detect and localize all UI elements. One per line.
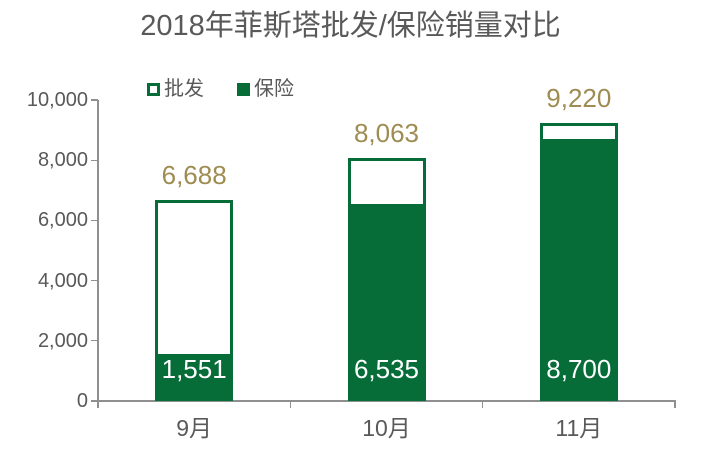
y-axis-label: 8,000 [37, 149, 88, 172]
y-axis-label: 0 [76, 390, 88, 412]
wholesale-value-label: 6,688 [161, 159, 227, 190]
x-axis-tick [97, 401, 99, 408]
y-axis-tick [91, 340, 98, 342]
y-axis-tick [91, 280, 98, 282]
insurance-value-label: 8,700 [546, 354, 612, 384]
x-axis-label: 9月 [176, 415, 213, 441]
legend-label-insurance: 保险 [254, 78, 294, 100]
x-axis-tick [289, 401, 291, 408]
legend-item-insurance[interactable]: 保险 [237, 77, 294, 101]
wholesale-value-label: 8,063 [353, 118, 420, 149]
x-axis-label: 10月 [362, 415, 411, 441]
wholesale-swatch-icon [147, 82, 160, 96]
legend: 批发 保险 [147, 77, 294, 101]
y-axis-label: 10,000 [26, 89, 88, 111]
insurance-bar[interactable] [539, 139, 618, 401]
insurance-value-label: 1,551 [161, 354, 227, 384]
legend-label-wholesale: 批发 [164, 78, 204, 100]
insurance-swatch-icon [237, 82, 250, 96]
y-axis-label: 6,000 [37, 209, 88, 232]
chart-title: 2018年菲斯塔批发/保险销量对比 [140, 10, 561, 42]
x-axis-label: 11月 [555, 415, 603, 441]
y-axis-line [97, 100, 99, 402]
y-axis-tick [91, 159, 98, 161]
wholesale-value-label: 9,220 [546, 83, 612, 114]
x-axis-tick [674, 401, 676, 408]
y-axis-label: 4,000 [37, 269, 88, 292]
y-axis-tick [91, 99, 98, 101]
insurance-value-label: 6,535 [353, 354, 420, 384]
y-axis-tick [91, 219, 98, 221]
insurance-bar[interactable] [347, 204, 426, 401]
insurance-bar[interactable] [155, 354, 234, 401]
y-axis-label: 2,000 [37, 329, 88, 352]
x-axis-tick [482, 401, 484, 408]
legend-item-wholesale[interactable]: 批发 [147, 77, 204, 101]
y-axis-tick [91, 400, 98, 402]
